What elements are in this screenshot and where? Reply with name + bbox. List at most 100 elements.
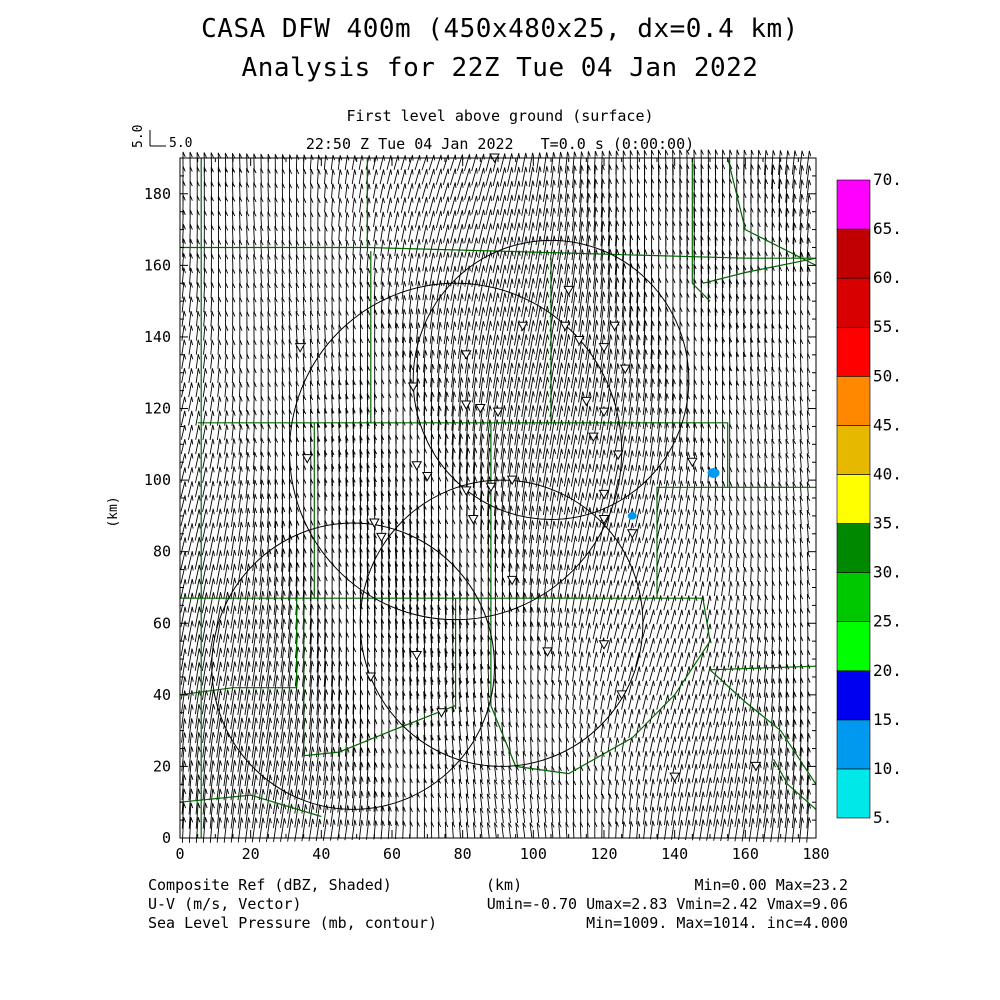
- y-tick-label: 120: [144, 400, 171, 418]
- county-line: [773, 759, 817, 810]
- station-marker: [365, 672, 377, 682]
- station-marker: [598, 489, 610, 500]
- station-marker: [580, 396, 592, 407]
- station-marker: [563, 285, 575, 296]
- y-tick-label: 0: [162, 829, 171, 847]
- colorbar-level-label: 5.: [873, 808, 892, 827]
- y-tick-label: 20: [153, 757, 171, 775]
- y-tick-label: 140: [144, 328, 171, 346]
- station-marker: [376, 532, 387, 543]
- station-markers: [294, 153, 762, 783]
- station-marker: [598, 640, 610, 650]
- map-title: CASA DFW 400m (450x480x25, dx=0.4 km): [201, 14, 799, 44]
- station-marker: [506, 575, 518, 586]
- x-tick-label: 80: [454, 845, 472, 863]
- county-line: [233, 598, 298, 689]
- y-tick-label: 40: [153, 686, 171, 704]
- colorbar-swatch: [836, 670, 871, 721]
- reflectivity-echo: [707, 467, 720, 478]
- colorbar-swatch: [836, 572, 871, 622]
- wind-vector-field: [180, 149, 812, 843]
- station-marker: [411, 461, 423, 471]
- colorbar-level-label: 70.: [873, 170, 902, 189]
- county-line: [709, 665, 817, 671]
- county-line: [367, 246, 816, 259]
- county-line: [490, 597, 711, 775]
- station-marker: [609, 321, 620, 332]
- x-tick-label: 180: [802, 845, 829, 863]
- station-marker: [421, 472, 433, 482]
- station-marker: [485, 482, 497, 493]
- county-boundaries: [179, 157, 817, 838]
- x-tick-label: 40: [312, 845, 330, 863]
- station-marker: [436, 708, 447, 718]
- station-marker: [750, 761, 762, 772]
- colorbar-level-label: 35.: [873, 514, 902, 533]
- station-marker: [542, 647, 553, 657]
- vector-key: 5.0 5.0: [131, 125, 192, 151]
- y-axis-label: (km): [106, 496, 121, 527]
- station-marker: [598, 407, 610, 418]
- radar-range-ring: [211, 522, 495, 810]
- colorbar-level-label: 40.: [873, 464, 902, 483]
- station-marker: [474, 404, 486, 414]
- colorbar-swatch: [836, 474, 871, 524]
- colorbar-swatch: [836, 179, 871, 230]
- colorbar-swatch: [836, 425, 871, 475]
- colorbar-swatch: [836, 523, 871, 573]
- station-marker: [506, 475, 518, 486]
- station-marker: [616, 690, 628, 700]
- x-tick-label: 140: [661, 845, 688, 863]
- x-tick-label: 0: [175, 845, 184, 863]
- station-marker: [411, 650, 423, 661]
- county-line: [691, 158, 711, 302]
- station-marker: [517, 321, 529, 332]
- x-axis-label: (km): [486, 876, 523, 894]
- colorbar-swatch: [836, 277, 871, 328]
- reflectivity-echoes: [627, 467, 720, 520]
- station-marker: [368, 518, 380, 529]
- station-marker: [294, 343, 306, 353]
- county-line: [179, 687, 234, 696]
- map-plot-area: 0 20 40 60 80 100 120 140 160 180 0 20 40 60 80 100 120…: [144, 149, 830, 863]
- station-marker: [598, 343, 610, 353]
- station-marker: [407, 382, 419, 393]
- radar-range-ring: [359, 479, 644, 767]
- footer-field-3: Sea Level Pressure (mb, contour): [148, 914, 437, 932]
- station-marker: [301, 454, 313, 464]
- y-tick-label: 80: [153, 543, 171, 561]
- colorbar-level-label: 30.: [873, 563, 902, 582]
- wind-vectors: [180, 149, 812, 843]
- colorbar-swatch: [836, 768, 871, 819]
- colorbar-level-label: 15.: [873, 710, 902, 729]
- county-line: [197, 422, 816, 488]
- colorbar-level-label: 10.: [873, 759, 902, 778]
- footer-stats-1: Min=0.00 Max=23.2: [694, 876, 848, 894]
- x-axis: 0 20 40 60 80 100 120 140 160 180: [175, 158, 830, 863]
- county-line: [179, 794, 322, 818]
- y-tick-label: 60: [153, 614, 171, 632]
- colorbar-level-label: 60.: [873, 268, 902, 287]
- map-subtitle: Analysis for 22Z Tue 04 Jan 2022: [241, 53, 759, 83]
- station-marker: [559, 321, 571, 332]
- station-marker: [626, 529, 638, 539]
- x-tick-label: 160: [732, 845, 759, 863]
- colorbar-level-label: 55.: [873, 317, 902, 336]
- station-marker: [588, 432, 599, 443]
- colorbar-level-label: 50.: [873, 366, 902, 385]
- station-marker: [598, 514, 610, 525]
- colorbar-swatch: [836, 228, 871, 279]
- county-line: [709, 669, 817, 785]
- county-line: [702, 257, 817, 284]
- x-tick-label: 120: [590, 845, 617, 863]
- station-marker: [467, 514, 479, 525]
- colorbar-level-label: 20.: [873, 661, 902, 680]
- footer-stats-3: Min=1009. Max=1014. inc=4.000: [586, 914, 848, 932]
- footer-stats-2: Umin=-0.70 Umax=2.83 Vmin=2.42 Vmax=9.06: [486, 895, 848, 913]
- x-tick-label: 60: [383, 845, 401, 863]
- footer-field-1: Composite Ref (dBZ, Shaded): [148, 876, 392, 894]
- station-marker: [492, 407, 504, 418]
- x-tick-label: 100: [520, 845, 547, 863]
- station-marker: [612, 450, 624, 461]
